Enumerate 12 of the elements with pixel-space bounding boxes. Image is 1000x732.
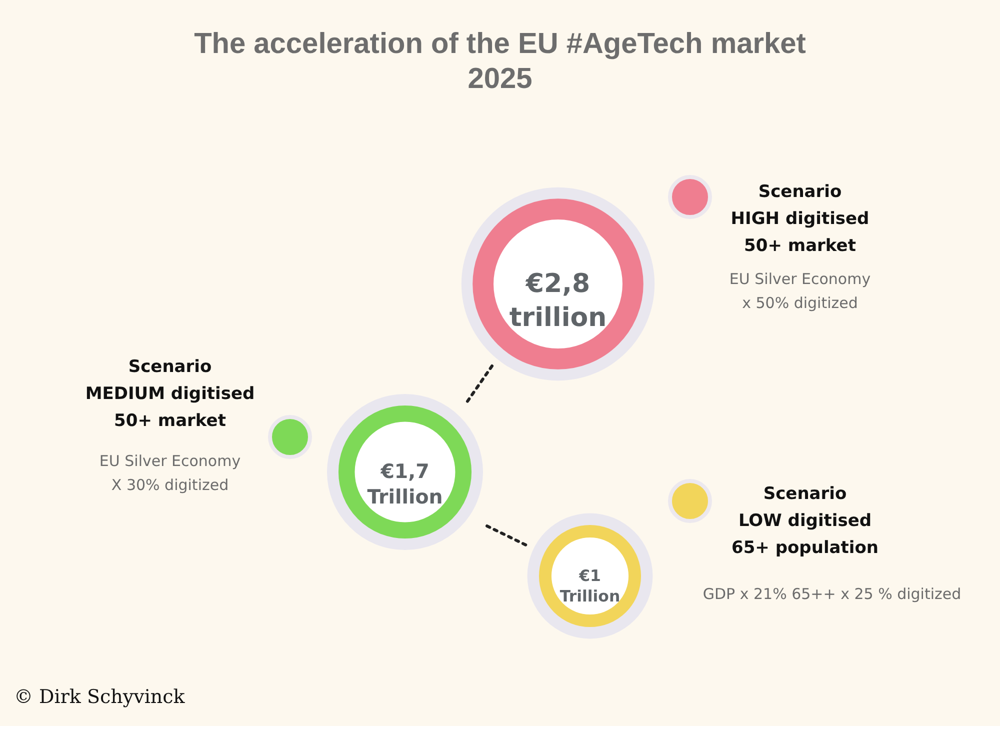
text: The acceleration of the EU #AgeTech market (194, 28, 806, 60)
data-label: €1 Trillion (560, 566, 620, 606)
category-label: Scenario MEDIUM digitised 50+ market (85, 357, 255, 431)
text: EU Silver Economy x 50% digitized (729, 270, 871, 312)
category-label: Scenario LOW digitised 65+ population (732, 484, 878, 558)
category-label: Scenario HIGH digitised 50+ market (730, 182, 870, 256)
text: EU Silver Economy X 30% digitized (99, 452, 241, 494)
text: 2025 (468, 63, 532, 95)
text: © Dirk Schyvinck (14, 686, 186, 708)
text: GDP x 21% 65++ x 25 % digitized (702, 585, 962, 603)
data-label: €2,8 trillion (509, 269, 607, 333)
data-label: €1,7 Trillion (367, 460, 443, 509)
